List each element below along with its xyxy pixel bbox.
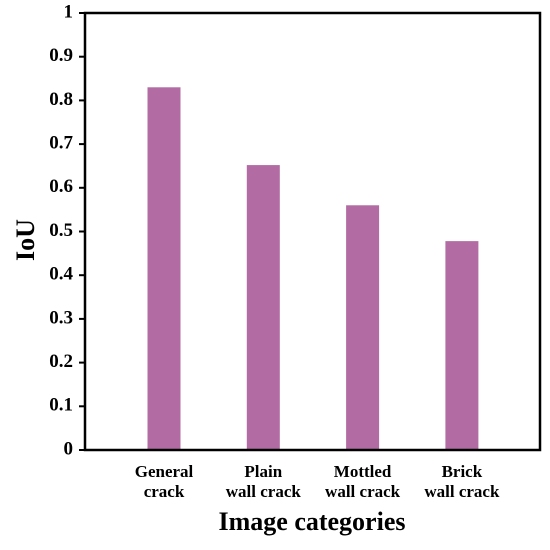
y-tick-label: 0.6 [49, 176, 73, 197]
y-axis-title: IoU [11, 219, 40, 261]
x-tick-label: Plain wall crack [225, 462, 301, 501]
x-tick-label: Mottled wall crack [325, 462, 401, 501]
y-tick-label: 0.8 [49, 89, 73, 110]
y-tick-label: 0.3 [49, 307, 73, 328]
plot-frame [83, 11, 542, 452]
x-tick-label: Brick wall crack [424, 462, 500, 501]
y-tick-label: 0.9 [49, 45, 73, 66]
bar [147, 87, 181, 450]
x-tick-label: General crack [134, 462, 194, 501]
y-tick-label: 1 [64, 1, 74, 22]
y-tick-label: 0.4 [49, 264, 73, 285]
y-tick-label: 0.2 [49, 351, 73, 372]
y-tick-label: 0 [64, 438, 74, 459]
y-tick-label: 0.7 [49, 132, 73, 153]
y-tick-label: 0.1 [49, 395, 73, 416]
bar [445, 241, 479, 450]
bar [346, 205, 380, 450]
y-tick-label: 0.5 [49, 220, 73, 241]
x-axis-title: Image categories [219, 507, 406, 536]
bar [246, 165, 280, 451]
